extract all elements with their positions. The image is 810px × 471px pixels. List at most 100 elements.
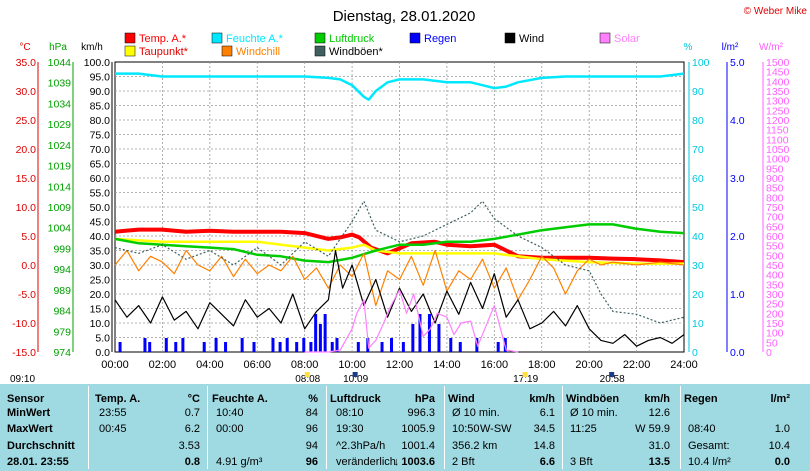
y-tick-solar: 1050 <box>766 144 790 156</box>
stats-header-temp-unit: °C <box>187 393 200 405</box>
rain-bar <box>295 342 299 352</box>
stats-luft-time: 19:30 <box>336 423 364 435</box>
rain-bar <box>418 314 422 352</box>
legend-swatch <box>124 32 136 44</box>
legend-swatch <box>211 32 223 44</box>
series-line-2 <box>115 72 685 101</box>
legend-swatch <box>599 32 611 44</box>
y-tick-solar: 600 <box>766 231 784 243</box>
stats-regen-value: 1.0 <box>774 423 790 435</box>
rain-bar <box>302 338 306 352</box>
y-tick-pct: 0 <box>692 347 698 359</box>
y-tick-pct: 50 <box>692 202 704 214</box>
rain-bar <box>174 342 178 352</box>
y-tick-kmh: 75.0 <box>90 130 111 142</box>
legend-swatch <box>221 45 233 57</box>
y-tick-pct: 20 <box>692 289 704 301</box>
y-tick-kmh: 70.0 <box>90 144 111 156</box>
y-tick-pct: 60 <box>692 173 704 185</box>
stats-boen-value: W 59.9 <box>635 423 670 435</box>
time-marker-label: 10:09 <box>343 374 368 384</box>
y-tick-solar: 50 <box>766 337 778 349</box>
y-tick-kmh: 90.0 <box>90 86 111 98</box>
stats-row-label: Durchschnitt <box>7 440 75 452</box>
y-tick-pct: 90 <box>692 86 704 98</box>
y-tick-kmh: 35.0 <box>90 246 111 258</box>
stats-luft-value: ↓ 1003.6 <box>393 456 435 468</box>
y-tick-kmh: 45.0 <box>90 217 111 229</box>
y-tick-pct: 40 <box>692 231 704 243</box>
stats-temp-value: 3.53 <box>178 440 200 452</box>
rain-bar <box>458 342 462 352</box>
stats-boen-label: 3 Bft <box>570 456 593 468</box>
legend-swatch <box>409 32 421 44</box>
stats-row-label: MaxWert <box>7 423 53 435</box>
stats-header-luft: Luftdruck <box>330 393 381 405</box>
x-tick: 24:00 <box>670 359 698 371</box>
weather-chart: Dienstag, 28.01.2020 © Weber Mike Temp. … <box>10 6 807 384</box>
rain-bar <box>202 342 206 352</box>
time-marker-icon <box>522 372 528 377</box>
y-tick-solar: 400 <box>766 270 784 282</box>
y-tick-solar: 250 <box>766 299 784 311</box>
y-tick-kmh: 60.0 <box>90 173 111 185</box>
y-tick-temp: 20.0 <box>16 144 37 156</box>
rain-bar <box>449 338 453 352</box>
x-tick: 08:00 <box>291 359 319 371</box>
y-tick-pct: 80 <box>692 115 704 127</box>
y-tick-solar: 1200 <box>766 115 790 127</box>
rain-bar <box>181 338 185 352</box>
y-tick-kmh: 30.0 <box>90 260 111 272</box>
y-tick-kmh: 40.0 <box>90 231 111 243</box>
stats-boen-value: 13.5 <box>648 456 670 468</box>
y-tick-pct: 70 <box>692 144 704 156</box>
stats-regen-label: 08:40 <box>688 423 716 435</box>
unit-hpa: hPa <box>49 42 67 53</box>
y-tick-solar: 100 <box>766 328 784 340</box>
time-marker-label: 09:10 <box>10 374 35 384</box>
y-tick-hpa: 1014 <box>48 181 72 193</box>
rain-bar <box>427 314 431 352</box>
stats-row-label: MinWert <box>7 407 51 419</box>
y-tick-hpa: 1019 <box>48 161 72 173</box>
y-tick-hpa: 1039 <box>48 78 72 90</box>
time-marker-label: 17:19 <box>513 374 538 384</box>
y-tick-solar: 1150 <box>766 125 789 137</box>
legend-label: Solar <box>614 33 640 45</box>
y-tick-temp: 15.0 <box>16 173 37 185</box>
time-marker-icon <box>352 372 358 377</box>
y-tick-kmh: 80.0 <box>90 115 111 127</box>
legend-label: Windböen* <box>329 46 384 58</box>
y-tick-solar: 550 <box>766 241 784 253</box>
stats-row-label: 28.01. 23:55 <box>7 456 69 468</box>
time-marker-icon <box>609 372 615 377</box>
rain-bar <box>318 324 322 352</box>
y-tick-solar: 850 <box>766 183 784 195</box>
series-line-0 <box>114 227 685 265</box>
y-tick-solar: 0 <box>766 347 772 359</box>
y-tick-solar: 1500 <box>766 57 790 69</box>
legend-label: Luftdruck <box>329 33 375 45</box>
stats-column-separator <box>444 386 445 469</box>
rain-bar <box>164 338 168 352</box>
x-tick: 10:00 <box>338 359 366 371</box>
stats-boen-label: 11:25 <box>570 423 597 435</box>
stats-luft-time: 08:10 <box>336 407 364 419</box>
y-tick-rain: 2.0 <box>730 231 745 243</box>
y-tick-solar: 900 <box>766 173 784 185</box>
rain-bar <box>380 342 384 352</box>
y-tick-hpa: 1024 <box>48 140 72 152</box>
stats-column-separator <box>680 386 681 469</box>
stats-header-sensor: Sensor <box>7 393 45 405</box>
rain-bar <box>437 324 441 352</box>
stats-regen-value: 10.4 <box>768 440 790 452</box>
rain-bar <box>335 338 339 352</box>
statistics-table: Sensor MinWert MaxWert Durchschnitt 28.01. 2… <box>0 384 810 471</box>
stats-luft-value: 996.3 <box>407 407 435 419</box>
y-tick-solar: 450 <box>766 260 784 272</box>
y-tick-solar: 1100 <box>766 134 789 146</box>
y-tick-temp: -10.0 <box>12 318 36 330</box>
stats-temp-value: 0.8 <box>184 456 200 468</box>
time-marker-icon <box>304 372 310 377</box>
y-tick-solar: 1250 <box>766 105 790 117</box>
